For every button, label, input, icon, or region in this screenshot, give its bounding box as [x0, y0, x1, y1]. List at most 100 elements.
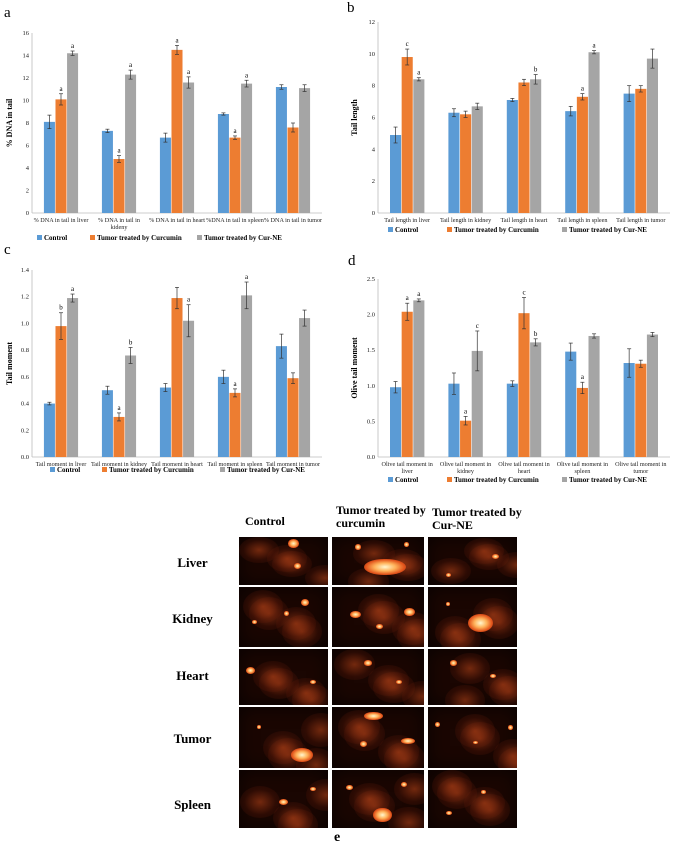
chart-d-bar — [635, 363, 647, 457]
chart-b-category-label: Tail length in spleen — [557, 217, 607, 224]
chart-b-bar — [565, 111, 577, 213]
comet-spot — [401, 737, 415, 744]
chart-b-category-label: Tail length in kidney — [440, 217, 492, 224]
chart-a-bar — [171, 49, 183, 213]
chart-a-y-tick-label: 4 — [26, 165, 30, 172]
chart-b-bar — [623, 93, 635, 213]
comet-spot — [396, 679, 402, 685]
chart-d-y-tick-label: 0.5 — [367, 418, 375, 425]
chart-d-category-label: Olive tail moment in tumor — [615, 461, 666, 475]
chart-a-bar — [183, 82, 195, 213]
chart-d-legend-label: Control — [395, 476, 418, 484]
chart-d-legend-swatch — [388, 477, 393, 482]
chart-c-category-label: Tail moment in tumor — [266, 461, 320, 468]
chart-b-significance-label: a — [581, 85, 585, 93]
comet-assay-micrographs: Control Tumor treated by curcumin Tumor … — [0, 500, 685, 846]
chart-b-bar — [635, 88, 647, 213]
comet-spot — [403, 608, 415, 617]
chart-a-significance-label: a — [245, 71, 249, 79]
chart-c-y-tick-label: 0.0 — [21, 454, 29, 461]
chart-c-bar — [171, 298, 183, 457]
chart-a-bar — [229, 137, 241, 213]
chart-c-y-tick-label: 1.2 — [21, 294, 29, 301]
comet-spot — [290, 748, 313, 762]
comet-spot — [310, 679, 317, 685]
chart-b-category-label: Tail length in tumor — [616, 217, 665, 224]
chart-c-legend-swatch — [102, 467, 107, 472]
chart-a-bar — [101, 130, 113, 213]
chart-b-legend-swatch — [447, 227, 452, 232]
chart-b-category-label: Tail length in liver — [384, 217, 430, 224]
chart-b-panel-letter: b — [347, 0, 355, 16]
chart-c-bar — [287, 378, 299, 457]
column-header-curcumin: Tumor treated by curcumin — [336, 503, 426, 530]
comet-spot — [445, 810, 453, 816]
micrograph-tumor-curcumin — [332, 707, 424, 768]
chart-c-y-tick-label: 0.6 — [21, 374, 30, 381]
chart-a-bar — [125, 74, 137, 213]
chart-c-significance-label: a — [233, 380, 237, 388]
chart-a-bar — [43, 121, 55, 213]
micrograph-heart-curne — [428, 649, 517, 705]
chart-b-bar — [588, 52, 600, 213]
comet-spot — [345, 784, 354, 791]
chart-d-category-label: Olive tail moment in heart — [498, 461, 549, 475]
chart-b-significance-label: b — [534, 66, 538, 74]
chart-c-bar — [159, 387, 171, 457]
chart-b-bar — [413, 79, 425, 213]
chart-b-bar — [390, 135, 402, 213]
background-haze — [276, 607, 317, 641]
chart-d-legend-label: Tumor treated by Curcumin — [454, 476, 539, 484]
micrograph-liver-control — [239, 537, 328, 585]
chart-d-bar — [530, 342, 542, 457]
chart-c-panel-letter: c — [4, 242, 11, 258]
row-label-kidney: Kidney — [172, 611, 213, 626]
chart-b-legend-swatch — [388, 227, 393, 232]
chart-d-legend-label: Tumor treated by Cur-NE — [569, 476, 647, 484]
chart-a-significance-label: a — [71, 42, 75, 50]
chart-d-bar — [401, 311, 413, 457]
micrograph-spleen-curcumin — [332, 770, 424, 828]
chart-c-legend-label: Control — [57, 466, 80, 474]
comet-spot — [246, 666, 255, 674]
comet-spot — [256, 725, 262, 729]
chart-c-significance-label: b — [129, 338, 133, 346]
comet-spot — [468, 614, 493, 632]
background-haze — [301, 713, 328, 747]
chart-b-bar — [530, 79, 542, 213]
background-haze — [272, 802, 313, 828]
comet-spot — [355, 544, 362, 550]
chart-a-bar — [299, 88, 311, 213]
chart-b-y-tick-label: 0 — [372, 210, 375, 217]
micrograph-heart-curcumin — [332, 649, 424, 705]
chart-b-legend-label: Tumor treated by Curcumin — [454, 226, 539, 234]
chart-d-significance-label: b — [534, 330, 538, 338]
chart-a-legend-label: Control — [44, 234, 67, 242]
background-haze — [357, 594, 400, 628]
chart-d-bar — [646, 334, 658, 457]
chart-c-y-tick-label: 1.0 — [21, 320, 29, 327]
chart-d-significance-label: a — [417, 290, 421, 298]
chart-a-bar — [55, 99, 67, 213]
comet-spot — [359, 740, 367, 747]
column-header-curne: Tumor treated by Cur-NE — [432, 505, 522, 532]
chart-a-y-axis-label: % DNA in tail — [5, 98, 14, 147]
chart-a-category-label: % DNA in tail in liver — [34, 217, 89, 224]
chart-b-bar — [471, 106, 483, 213]
chart-d-bar — [506, 383, 518, 457]
chart-c-bar — [275, 346, 287, 457]
chart-c-y-tick-label: 0.2 — [21, 427, 29, 434]
chart-a-bar — [159, 137, 171, 213]
chart-c-bar — [113, 416, 125, 457]
chart-a-bar — [67, 53, 79, 213]
comet-spot — [435, 722, 441, 728]
chart-d-significance-label: c — [476, 322, 479, 330]
background-haze — [401, 681, 424, 705]
comet-spot — [445, 602, 451, 606]
chart-a-significance-label: a — [233, 127, 237, 135]
chart-b-bar — [576, 96, 588, 213]
micrograph-kidney-curcumin — [332, 587, 424, 647]
comet-spot — [252, 620, 257, 625]
panel-letter-e: e — [334, 830, 341, 845]
chart-c-bar — [43, 403, 55, 457]
